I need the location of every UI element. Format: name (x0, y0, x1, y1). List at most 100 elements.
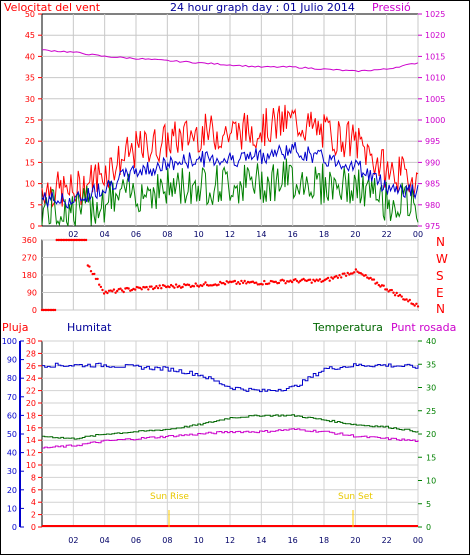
direction-point (237, 281, 240, 284)
direction-point (377, 283, 380, 287)
direction-point (382, 284, 385, 287)
humidity-tick-label: 70 (7, 393, 17, 402)
direction-point (308, 278, 312, 281)
direction-point (328, 279, 331, 282)
x-tick-label: 10 (194, 230, 204, 239)
x-tick-label: 08 (162, 536, 172, 545)
direction-point (393, 294, 397, 297)
wind-x-axis: 02 04 06 08 10 12 14 16 18 20 22 00 (68, 230, 423, 239)
temp-humidity-series (42, 362, 419, 527)
direction-point (392, 291, 395, 294)
direction-point (178, 284, 181, 288)
temperature-tick-label: 5 (426, 500, 431, 509)
direction-point (240, 279, 243, 283)
direction-point (155, 285, 158, 288)
direction-tick-label: 0 (32, 306, 37, 315)
x-tick-label: 02 (68, 536, 78, 545)
humidity-line (42, 362, 419, 393)
direction-point (313, 280, 317, 283)
direction-point (277, 281, 281, 285)
direction-point (204, 281, 207, 284)
direction-point (197, 285, 201, 288)
dew-point-line (42, 428, 419, 449)
direction-point (114, 291, 117, 294)
wind-tick-label: 0 (30, 222, 35, 231)
direction-point (372, 278, 376, 281)
direction-point (400, 295, 403, 298)
x-tick-label: 04 (100, 230, 110, 239)
pressure-axis: 975 980 985 990 995 1000 1005 1010 1015 1020 1025 (418, 10, 445, 231)
direction-point (127, 287, 130, 290)
direction-point (201, 284, 204, 288)
direction-point (153, 286, 156, 290)
pressure-tick-label: 980 (425, 201, 440, 210)
direction-point (112, 288, 116, 291)
x-tick-label: 22 (382, 230, 392, 239)
direction-point (268, 282, 271, 285)
x-tick-label: 18 (319, 536, 329, 545)
rain-tick-label: 24 (26, 374, 36, 383)
x-tick-label: 20 (350, 230, 360, 239)
compass-letter: N (436, 235, 445, 249)
wind-tick-label: 50 (25, 10, 35, 19)
x-tick-label: 22 (382, 536, 392, 545)
x-tick-label: 08 (162, 230, 172, 239)
rain-label: Pluja (2, 321, 28, 334)
direction-point (220, 282, 223, 285)
pressure-label: Pressió (372, 1, 411, 14)
rain-tick-label: 28 (26, 349, 36, 358)
humidity-axis: 0 10 20 30 40 50 60 70 80 90 100 (2, 337, 24, 532)
direction-point (364, 274, 367, 277)
direction-point (120, 289, 124, 292)
direction-point (416, 305, 420, 308)
pressure-tick-label: 995 (425, 137, 440, 146)
wind-tick-label: 45 (25, 31, 35, 40)
direction-point (310, 281, 313, 284)
direction-point (156, 286, 160, 290)
rain-tick-label: 16 (26, 424, 36, 433)
temperature-tick-label: 20 (426, 430, 436, 439)
direction-point (241, 281, 245, 285)
direction-point (163, 284, 166, 287)
sunrise-label: Sun Rise (150, 492, 189, 502)
direction-point (395, 291, 398, 295)
wind-pressure-grid (42, 14, 419, 226)
direction-point (65, 238, 68, 242)
direction-point (140, 288, 143, 291)
direction-point (375, 281, 379, 284)
rain-tick-label: 20 (26, 399, 36, 408)
direction-point (225, 280, 228, 283)
direction-point (282, 279, 286, 282)
direction-point (173, 286, 176, 289)
temperature-tick-label: 15 (426, 453, 436, 462)
wind-tick-label: 40 (25, 52, 35, 61)
direction-point (398, 293, 402, 297)
direction-point (168, 285, 171, 289)
direction-point (238, 282, 241, 286)
direction-point (52, 308, 55, 312)
pressure-line (42, 49, 419, 73)
pressure-tick-label: 975 (425, 222, 440, 231)
x-tick-label: 06 (131, 230, 141, 239)
direction-point (98, 283, 101, 286)
compass-letter: W (436, 252, 448, 266)
pressure-tick-label: 1000 (425, 116, 445, 125)
rain-tick-label: 26 (26, 362, 36, 371)
compass-letter: N (436, 302, 445, 316)
direction-point (104, 290, 108, 293)
direction-point (290, 280, 294, 284)
direction-point (344, 274, 348, 277)
rain-tick-label: 18 (26, 411, 36, 420)
direction-point (274, 280, 277, 283)
wind-average-line (41, 141, 419, 209)
pressure-tick-label: 1010 (425, 74, 445, 83)
direction-point (331, 277, 335, 280)
direction-point (369, 276, 372, 280)
temperature-axis: 0 5 10 15 20 25 30 35 40 (418, 337, 436, 532)
wind-tick-label: 35 (25, 74, 35, 83)
x-tick-label: 14 (256, 230, 266, 239)
temperature-tick-label: 40 (426, 337, 436, 346)
